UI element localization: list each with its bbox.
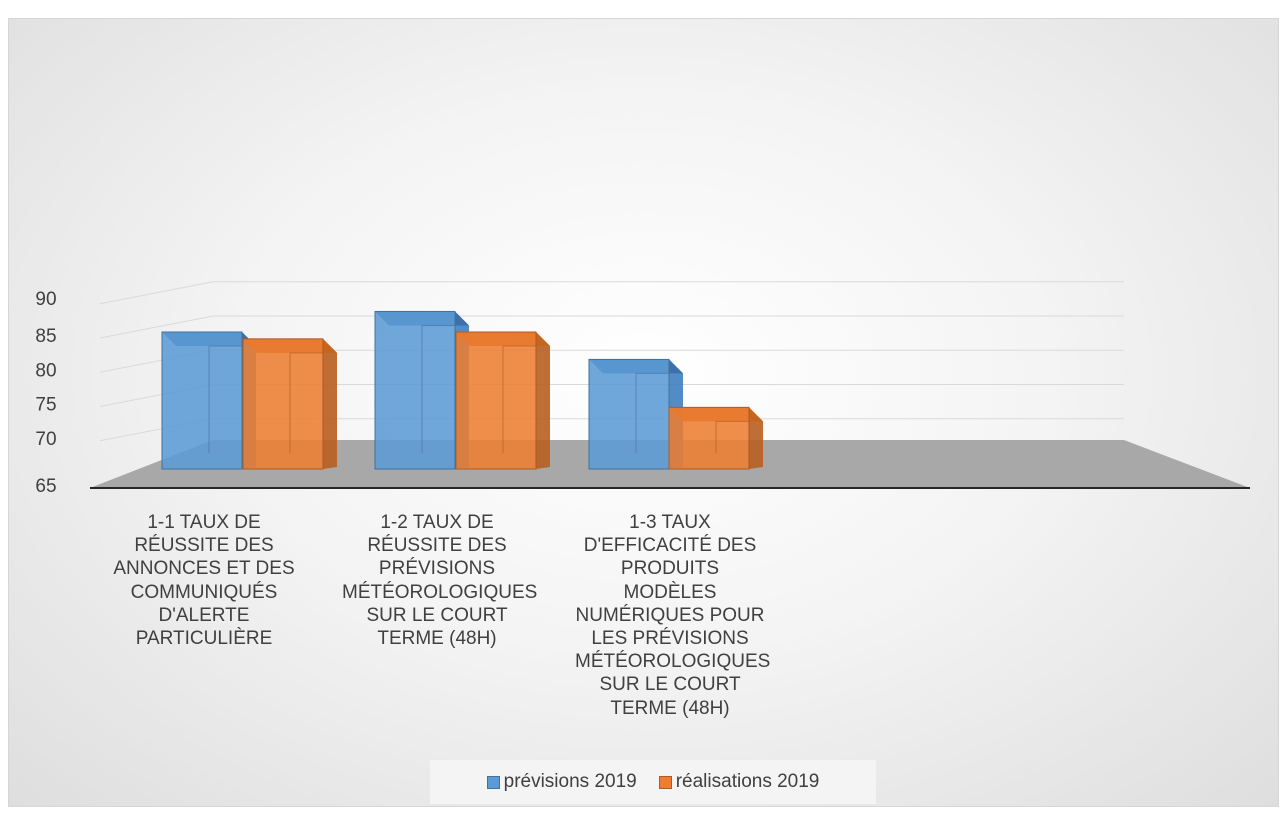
legend-label-realisations: réalisations 2019 (675, 771, 820, 792)
bar-side-face (323, 338, 337, 469)
category-label-1: 1-1 Taux de réussite des annonces et des… (113, 512, 295, 650)
gridline (99, 281, 1124, 305)
y-tick-label: 70 (35, 429, 56, 450)
bar-side-face (749, 407, 763, 469)
legend-item-previsions: prévisions 2019 (486, 771, 637, 793)
y-tick-label: 85 (35, 326, 56, 347)
bar-previsions (374, 310, 456, 470)
legend-swatch-previsions (486, 775, 500, 789)
y-tick-label: 75 (35, 395, 56, 416)
bar-realisations (242, 338, 324, 470)
gridline (99, 315, 1124, 339)
category-label-3: 1-3 Taux d'efficacité des produits modèl… (575, 512, 771, 719)
bar-previsions (161, 331, 243, 470)
y-tick-label: 90 (35, 289, 56, 310)
legend-swatch-realisations (658, 775, 672, 789)
legend-label-previsions: prévisions 2019 (503, 771, 637, 792)
bar-realisations (455, 331, 537, 470)
y-tick-label: 80 (35, 360, 56, 381)
category-label-2: 1-2 Taux de réussite des prévisions mété… (342, 512, 538, 650)
bar-previsions (588, 358, 670, 470)
legend-item-realisations: réalisations 2019 (658, 771, 820, 793)
y-tick-label: 65 (35, 476, 56, 497)
bar-side-face (536, 332, 550, 469)
legend: prévisions 2019 réalisations 2019 (430, 760, 876, 804)
bar-realisations (668, 406, 750, 470)
